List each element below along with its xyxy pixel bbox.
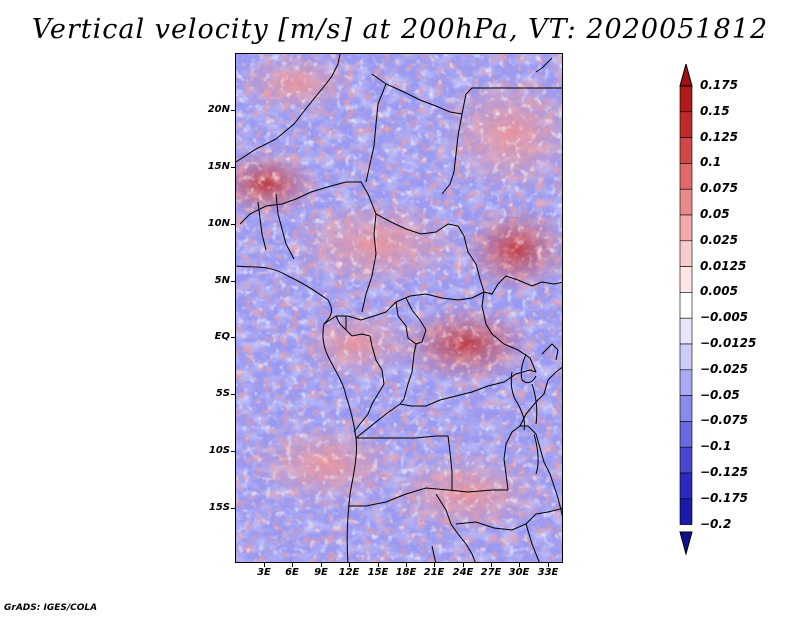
colorbar-swatch: [679, 188, 693, 216]
colorbar-swatch: [679, 266, 693, 293]
lat-tick: [231, 451, 235, 452]
lon-tick: [548, 563, 549, 567]
colorbar-swatch: [679, 214, 693, 242]
colorbar-label: 0.15: [700, 103, 730, 118]
colorbar-label: 0.175: [700, 78, 738, 92]
colorbar-label: −0.075: [700, 413, 749, 428]
lon-tick: [519, 563, 520, 567]
colorbar-label: −0.1: [700, 439, 732, 454]
colorbar-swatch: [679, 343, 693, 371]
lat-tick: [231, 224, 235, 225]
lat-label-10s: 10S: [208, 445, 230, 456]
colorbar-top-arrow: [679, 62, 693, 87]
colorbar-swatch: [679, 85, 693, 113]
colorbar-label: −0.2: [700, 516, 732, 531]
lon-tick: [378, 563, 379, 567]
great-lakes: [510, 343, 559, 475]
colorbar-swatch: [679, 446, 693, 474]
colorbar-swatch: [679, 498, 693, 525]
colorbar-bottom-arrow: [679, 531, 693, 556]
colorbar-swatches: [679, 62, 693, 556]
colorbar-label: 0.025: [700, 232, 738, 247]
colorbar-label: −0.0125: [700, 336, 757, 350]
colorbar-swatch: [679, 472, 693, 500]
colorbar-swatch: [679, 163, 693, 190]
colorbar-label: 0.005: [700, 284, 738, 299]
colorbar-label: −0.175: [700, 490, 749, 505]
colorbar-label: −0.025: [700, 361, 749, 376]
lat-label-5n: 5N: [214, 275, 230, 286]
lat-label-10n: 10N: [207, 218, 230, 229]
lon-label-3e: 3E: [257, 567, 271, 578]
lon-label-21e: 21E: [423, 567, 445, 578]
lon-tick: [463, 563, 464, 567]
lat-tick: [231, 110, 235, 111]
lon-label-30e: 30E: [508, 567, 530, 578]
lat-tick: [231, 167, 235, 168]
lon-label-15e: 15E: [367, 567, 389, 578]
map-title: Vertical velocity [m/s] at 200hPa, VT: 2…: [31, 14, 769, 45]
lat-label-eq: EQ: [214, 331, 230, 342]
lon-tick: [491, 563, 492, 567]
lon-tick: [292, 563, 293, 567]
colorbar-swatch: [679, 317, 693, 345]
lat-label-15n: 15N: [207, 161, 230, 172]
lon-label-33e: 33E: [537, 567, 559, 578]
colorbar-swatch: [679, 137, 693, 164]
colorbar-swatch: [679, 421, 693, 448]
lat-label-15s: 15S: [208, 502, 230, 513]
colorbar-label: −0.005: [700, 310, 749, 325]
lon-label-18e: 18E: [395, 567, 417, 578]
lat-label-20n: 20N: [207, 104, 230, 115]
colorbar-label: 0.125: [700, 129, 738, 144]
lat-tick: [231, 281, 235, 282]
lon-label-6e: 6E: [285, 567, 299, 578]
lat-tick: [231, 394, 235, 395]
colorbar-swatch: [679, 369, 693, 396]
lon-tick: [434, 563, 435, 567]
colorbar-label: 0.075: [700, 181, 738, 196]
lat-tick: [231, 508, 235, 509]
lon-label-12e: 12E: [338, 567, 360, 578]
colorbar-label: 0.0125: [700, 258, 747, 273]
lon-label-9e: 9E: [314, 567, 328, 578]
colorbar-swatch: [679, 111, 693, 138]
velocity-field: [236, 54, 562, 562]
grads-credit: GrADS: IGES/COLA: [4, 603, 98, 613]
colorbar-label: 0.05: [700, 207, 730, 221]
lon-label-27e: 27E: [480, 567, 502, 578]
colorbar-legend: 0.175 0.15 0.125 0.1 0.075 0.05 0.025 0.0125 0.0…: [676, 62, 796, 563]
colorbar-swatch: [679, 292, 693, 319]
colorbar-label: −0.125: [700, 465, 749, 479]
colorbar-label: 0.1: [700, 155, 722, 170]
lon-tick: [321, 563, 322, 567]
lat-label-5s: 5S: [215, 388, 230, 399]
colorbar-swatch: [679, 395, 693, 422]
country-borders: [236, 54, 562, 562]
colorbar-label: −0.05: [700, 387, 740, 402]
colorbar-swatch: [679, 240, 693, 267]
lon-tick: [264, 563, 265, 567]
lat-tick: [231, 337, 235, 338]
map-plot-area[interactable]: [235, 53, 563, 563]
lon-tick: [349, 563, 350, 567]
coastline-red-sea: [535, 57, 553, 73]
lon-label-24e: 24E: [452, 567, 474, 578]
lon-tick: [406, 563, 407, 567]
